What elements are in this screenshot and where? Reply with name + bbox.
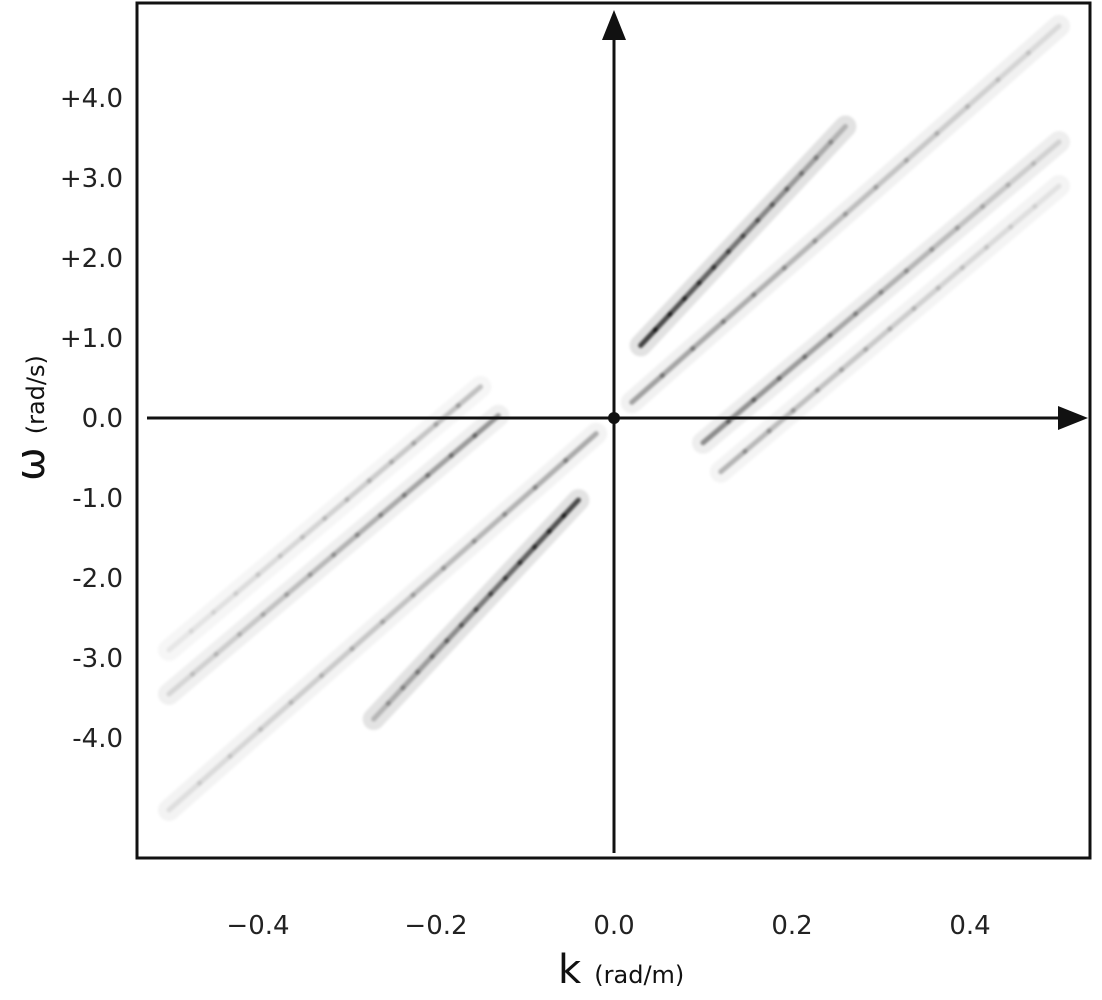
x-tick-label: 0.0 — [593, 911, 634, 941]
y-tick-label: -2.0 — [72, 564, 123, 594]
ridge-6 — [158, 404, 510, 705]
y-tick-label: -4.0 — [72, 724, 123, 754]
spectrum-ridges — [158, 15, 1070, 821]
y-tick-label: +2.0 — [60, 244, 123, 274]
ridge-2 — [362, 489, 590, 731]
y-axis-arrow-icon — [602, 10, 626, 40]
x-tick-labels: −0.4 −0.2 0.0 0.2 0.4 — [226, 911, 990, 941]
y-axis-unit: (rad/s) — [22, 355, 50, 434]
coordinate-axes — [147, 10, 1088, 853]
y-tick-label: +4.0 — [60, 84, 123, 114]
y-tick-label: -3.0 — [72, 644, 123, 674]
y-tick-label: -1.0 — [72, 484, 123, 514]
y-tick-label: +3.0 — [60, 164, 123, 194]
x-tick-label: 0.4 — [949, 911, 990, 941]
y-tick-labels: +4.0 +3.0 +2.0 +1.0 0.0 -1.0 -2.0 -3.0 -4.0 — [60, 84, 123, 754]
x-tick-label: −0.2 — [404, 911, 467, 941]
x-tick-label: −0.4 — [226, 911, 289, 941]
ridge-8 — [166, 384, 483, 653]
x-axis-arrow-icon — [1058, 406, 1088, 430]
ridge-1 — [629, 115, 857, 357]
ridge-3 — [620, 15, 1070, 414]
y-tick-label: +1.0 — [60, 324, 123, 354]
x-tick-label: 0.2 — [771, 911, 812, 941]
x-axis-symbol: k — [558, 947, 582, 993]
y-tick-label: 0.0 — [82, 404, 123, 434]
x-axis-unit: (rad/m) — [594, 961, 684, 989]
ridge-5 — [692, 131, 1070, 454]
ridge-7 — [709, 175, 1070, 483]
ridge-4 — [158, 422, 608, 821]
plot-frame — [135, 1, 1092, 860]
x-axis-label: k (rad/m) — [558, 947, 684, 993]
y-axis-symbol: ω — [8, 447, 54, 481]
y-axis-label: ω (rad/s) — [8, 355, 54, 481]
